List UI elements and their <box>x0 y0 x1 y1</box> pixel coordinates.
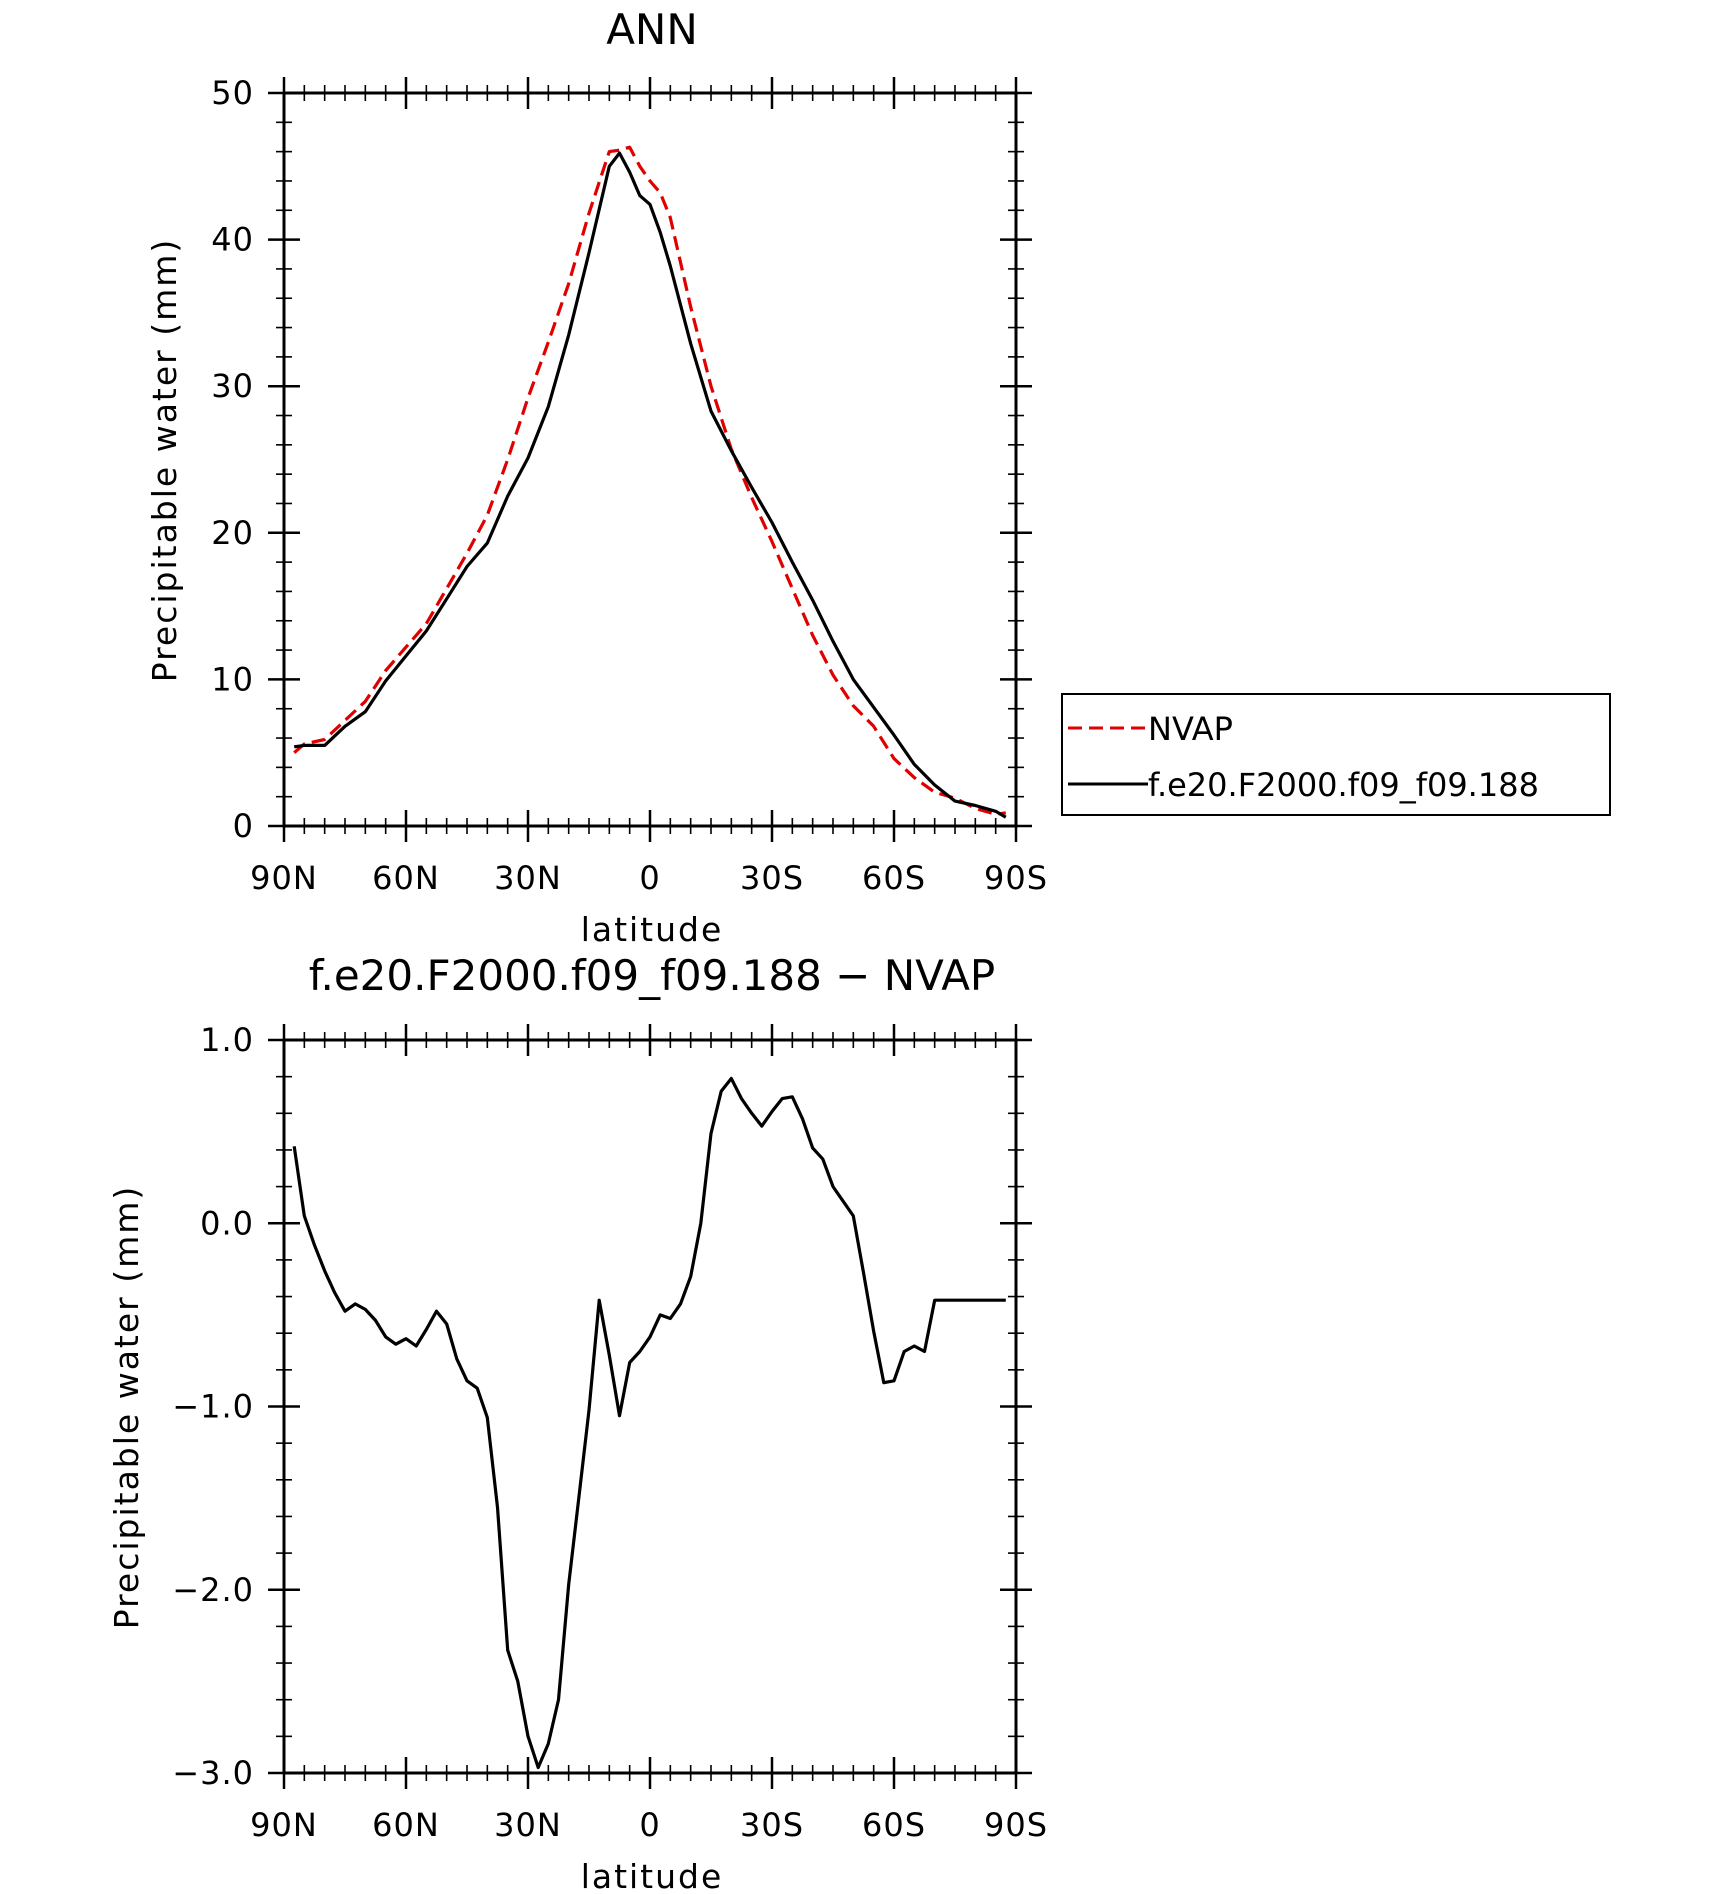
top-y-tick-label: 10 <box>211 660 254 698</box>
bottom-x-tick-label: 30S <box>740 1806 804 1844</box>
top-series-line-0 <box>293 145 1007 816</box>
top-y-tick-label: 50 <box>211 74 254 112</box>
bottom-y-tick-label: 1.0 <box>200 1021 254 1059</box>
bottom-x-tick-label: 90S <box>984 1806 1048 1844</box>
legend-label-nvap: NVAP <box>1148 710 1233 748</box>
top-x-tick-label: 60S <box>862 859 926 897</box>
bottom-plot-frame <box>282 1038 1018 1775</box>
bottom-y-tick-label: 0.0 <box>200 1204 254 1242</box>
bottom-y-tick-label: −1.0 <box>172 1388 254 1426</box>
top-y-axis-label: Precipitable water (mm) <box>145 238 184 683</box>
bottom-x-tick-label: 60S <box>862 1806 926 1844</box>
bottom-x-tick-label: 30N <box>494 1806 562 1844</box>
top-y-tick-label: 40 <box>211 221 254 259</box>
bottom-y-tick-label: −2.0 <box>172 1571 254 1609</box>
top-x-tick-label: 90S <box>984 859 1048 897</box>
bottom-plot-area: 1.0 0.0 −1.0 −2.0 −3.0 90N 60N 30N 0 30S 60S 90S <box>172 1021 1048 1844</box>
legend: NVAP f.e20.F2000.f09_f09.188 <box>1061 693 1611 816</box>
bottom-x-axis-label: latitude <box>581 1857 724 1894</box>
bottom-x-tick-label: 90N <box>250 1806 318 1844</box>
bottom-y-axis-label: Precipitable water (mm) <box>107 1185 146 1630</box>
bottom-x-tick-label: 0 <box>639 1806 660 1844</box>
bottom-x-tick-label: 60N <box>372 1806 440 1844</box>
top-x-tick-label: 90N <box>250 859 318 897</box>
top-series-line-1 <box>293 151 1007 819</box>
bottom-y-tick-label: −3.0 <box>172 1754 254 1792</box>
top-x-tick-label: 30S <box>740 859 804 897</box>
bottom-series-line-0 <box>292 1076 1006 1770</box>
bottom-chart-title: f.e20.F2000.f09_f09.188 − NVAP <box>309 951 996 1000</box>
top-y-tick-label: 0 <box>233 807 254 845</box>
top-chart-title: ANN <box>606 5 698 54</box>
top-plot-area: 0 10 20 30 40 50 90N 60N 30N 0 30S 60S 90S <box>211 74 1048 897</box>
top-x-axis-label: latitude <box>581 910 724 949</box>
top-x-tick-label: 30N <box>494 859 562 897</box>
legend-box <box>1061 693 1611 816</box>
top-x-tick-label: 60N <box>372 859 440 897</box>
legend-label-model: f.e20.F2000.f09_f09.188 <box>1148 766 1539 804</box>
bottom-panel: f.e20.F2000.f09_f09.188 − NVAP 1.0 0.0 −1.… <box>107 951 1048 1894</box>
top-y-tick-label: 30 <box>211 367 254 405</box>
top-y-tick-label: 20 <box>211 514 254 552</box>
top-x-tick-label: 0 <box>639 859 660 897</box>
top-panel: ANN 0 10 20 30 40 50 90N 60N 30N 0 30S 60S 90S latit… <box>145 5 1048 949</box>
